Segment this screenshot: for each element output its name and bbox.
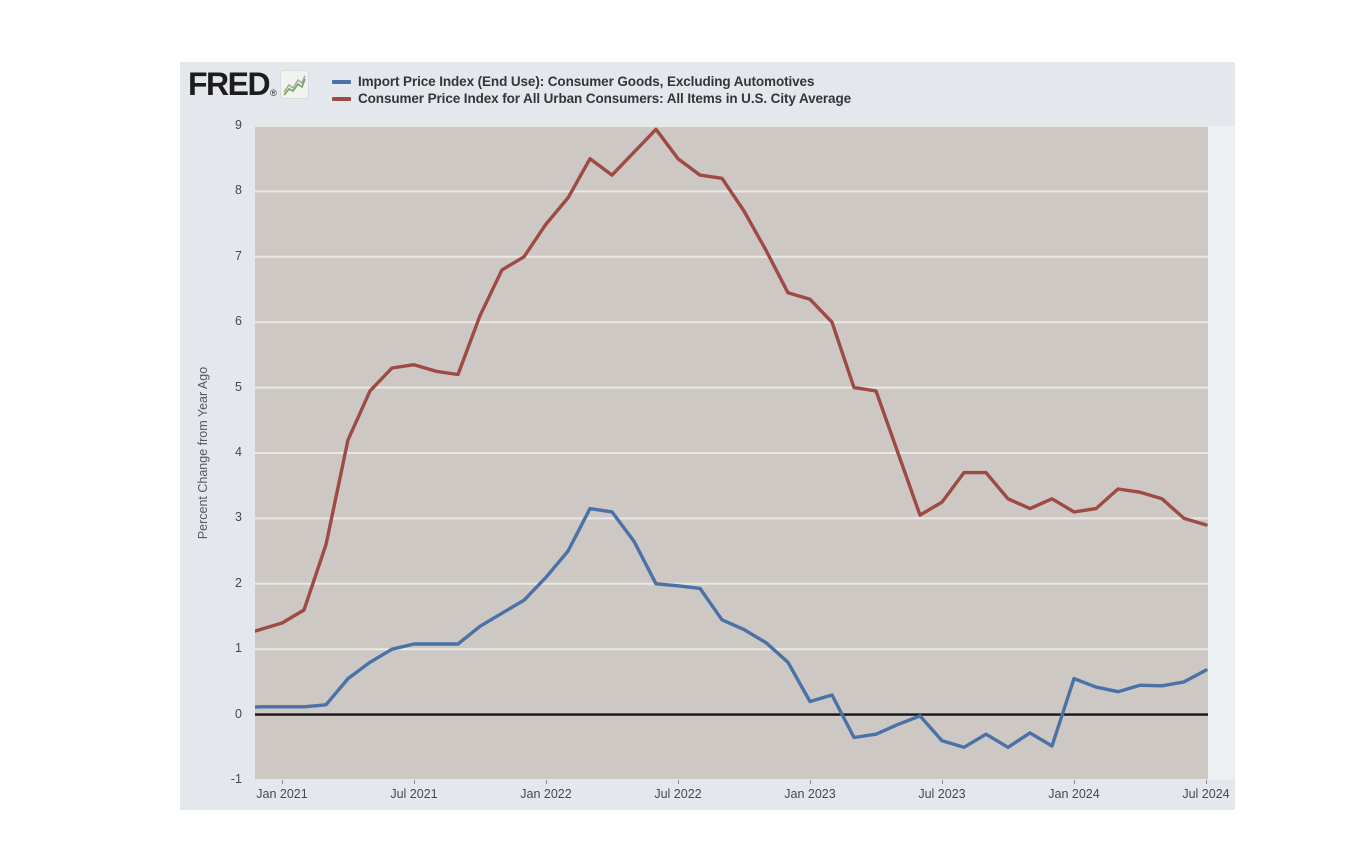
chart-canvas[interactable]: [255, 126, 1208, 780]
legend-label: Import Price Index (End Use): Consumer G…: [358, 74, 815, 89]
y-tick-label: 3: [235, 510, 242, 525]
x-tick-label: Jul 2024: [1182, 787, 1230, 801]
legend-label: Consumer Price Index for All Urban Consu…: [358, 91, 852, 106]
x-tick-label: Jan 2024: [1048, 787, 1100, 801]
y-tick-label: 0: [235, 706, 242, 721]
legend-dash-icon: [332, 96, 351, 101]
legend-dash-icon: [332, 79, 351, 84]
x-tick-mark: [282, 780, 283, 784]
x-tick-mark: [1206, 780, 1207, 784]
x-tick-mark: [1074, 780, 1075, 784]
x-tick-label: Jan 2022: [520, 787, 572, 801]
x-tick-mark: [546, 780, 547, 784]
y-tick-label: 8: [235, 183, 242, 198]
legend: Import Price Index (End Use): Consumer G…: [332, 73, 851, 107]
right-margin-strip: [1208, 126, 1235, 780]
x-tick-mark: [942, 780, 943, 784]
y-tick-label: 5: [235, 379, 242, 394]
x-tick-label: Jan 2023: [784, 787, 836, 801]
legend-item-0[interactable]: Import Price Index (End Use): Consumer G…: [332, 73, 851, 90]
x-tick-label: Jul 2021: [390, 787, 438, 801]
series-line-0[interactable]: [255, 506, 1208, 749]
y-tick-label: 1: [235, 641, 242, 656]
x-tick-label: Jan 2021: [256, 787, 308, 801]
chart-card: FRED ® Import Price Index (End Use): Con…: [180, 62, 1235, 810]
y-tick-label: 7: [235, 248, 242, 263]
series-line-1[interactable]: [255, 127, 1208, 636]
x-tick-mark: [678, 780, 679, 784]
registered-trademark: ®: [270, 88, 277, 98]
legend-item-1[interactable]: Consumer Price Index for All Urban Consu…: [332, 90, 851, 107]
x-tick-mark: [810, 780, 811, 784]
y-tick-label: 9: [235, 118, 242, 132]
y-tick-label: 4: [235, 445, 242, 459]
x-tick-label: Jul 2023: [918, 787, 966, 801]
y-tick-label: -1: [230, 772, 242, 786]
fred-wordmark: FRED: [188, 66, 271, 102]
y-tick-label: 2: [235, 575, 242, 590]
fred-sparkline-icon: [280, 70, 308, 98]
x-tick-label: Jul 2022: [654, 787, 702, 801]
plot-area[interactable]: [255, 126, 1208, 780]
x-tick-mark: [414, 780, 415, 784]
fred-logo[interactable]: FRED ®: [188, 64, 308, 104]
y-tick-label: 6: [235, 314, 242, 329]
